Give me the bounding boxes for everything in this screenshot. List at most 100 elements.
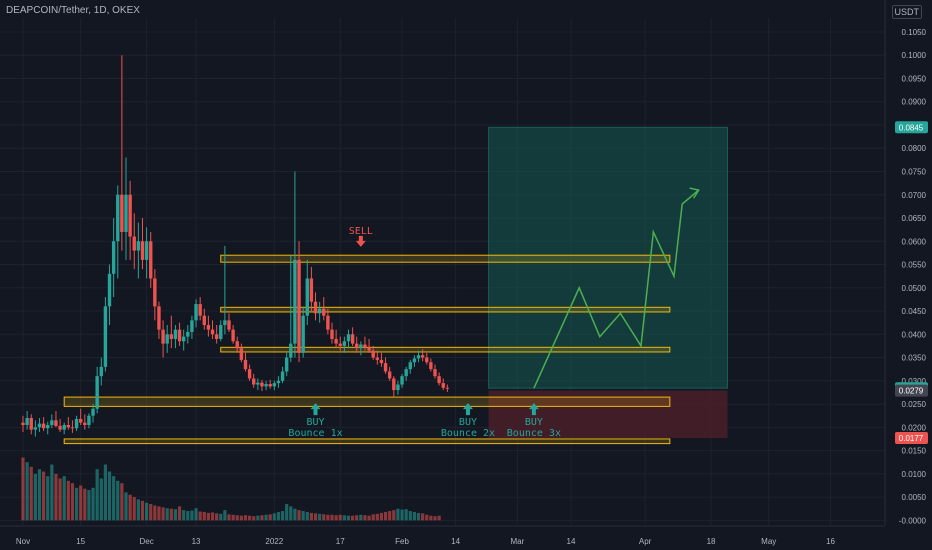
- y-tick-label: 0.0900: [902, 98, 927, 107]
- volume-bar: [297, 510, 301, 521]
- candle-body: [433, 369, 437, 377]
- candle-body: [305, 278, 309, 316]
- volume-bar: [392, 510, 396, 521]
- x-tick-label: May: [761, 537, 776, 546]
- candle-body: [198, 304, 202, 316]
- y-tick-label: 0.0100: [902, 470, 927, 479]
- candle-body: [359, 344, 363, 349]
- candle-body: [136, 241, 141, 251]
- volume-bar: [437, 515, 441, 521]
- candle-body: [95, 376, 99, 409]
- candle-body: [272, 383, 277, 387]
- volume-bar: [173, 509, 178, 521]
- candle-body: [219, 324, 223, 339]
- candle-body: [91, 408, 95, 416]
- candle-body: [425, 357, 429, 363]
- volume-bar: [396, 508, 400, 521]
- y-tick-label: 0.1050: [902, 28, 927, 37]
- buy-label: BUY: [306, 417, 324, 428]
- volume-bar: [42, 471, 46, 521]
- volume-bar: [260, 515, 264, 521]
- candle-body: [21, 422, 25, 425]
- x-tick-label: Mar: [511, 537, 525, 546]
- candle-body: [103, 306, 108, 367]
- volume-bar: [54, 473, 58, 521]
- candle-body: [194, 304, 198, 321]
- volume-bar: [132, 497, 136, 521]
- volume-bar: [367, 515, 371, 521]
- candle-body: [334, 338, 338, 344]
- candle-body: [169, 334, 174, 339]
- candle-body: [107, 273, 112, 307]
- candle-body: [256, 382, 260, 385]
- volume-bar: [157, 506, 161, 521]
- candle-body: [322, 308, 326, 316]
- candle-body: [202, 315, 206, 325]
- x-tick-label: 13: [192, 537, 201, 546]
- volume-bar: [293, 508, 297, 521]
- candle-body: [268, 384, 272, 387]
- y-tick-label: 0.0800: [902, 144, 927, 153]
- volume-bar: [404, 509, 408, 521]
- volume-bar: [194, 508, 198, 521]
- volume-bar: [46, 476, 50, 521]
- price-tag-label: 0.0845: [899, 123, 924, 132]
- candle-body: [111, 241, 116, 274]
- volume-bar: [128, 494, 132, 521]
- volume-bar: [301, 511, 305, 521]
- volume-bar: [231, 514, 235, 521]
- time-axis: [0, 525, 932, 550]
- x-tick-label: 18: [707, 537, 716, 546]
- candle-body: [404, 369, 408, 377]
- candle-body: [392, 378, 396, 391]
- volume-bar: [145, 502, 149, 521]
- volume-bar: [252, 516, 256, 521]
- candle-body: [46, 424, 50, 429]
- volume-bar: [338, 514, 342, 521]
- candle-body: [149, 241, 153, 279]
- volume-bar: [91, 487, 95, 521]
- candle-body: [284, 357, 289, 372]
- candle-body: [37, 423, 42, 428]
- candle-body: [214, 334, 219, 339]
- volume-bar: [112, 476, 116, 521]
- y-tick-label: 0.0500: [902, 284, 927, 293]
- volume-bar: [206, 512, 210, 521]
- projection-arrow-head: [689, 187, 700, 199]
- y-tick-label: 0.0400: [902, 330, 927, 339]
- x-tick-label: 14: [567, 537, 576, 546]
- candle-body: [29, 418, 33, 430]
- volume-bar: [116, 480, 120, 521]
- volume-bar: [235, 515, 239, 521]
- x-tick-label: 15: [76, 537, 85, 546]
- candle-body: [367, 347, 371, 351]
- candle-body: [50, 420, 54, 425]
- candle-body: [74, 418, 79, 429]
- candle-body: [313, 301, 318, 314]
- candle-body: [62, 424, 66, 430]
- volume-bar: [326, 514, 330, 521]
- volume-bar: [363, 515, 367, 521]
- candle-body: [132, 236, 136, 251]
- candle-body: [116, 194, 120, 242]
- candle-body: [99, 366, 103, 377]
- volume-bar: [227, 514, 231, 521]
- candle-body: [412, 358, 417, 363]
- buy-label: BUY: [525, 417, 543, 428]
- volume-bar: [177, 506, 182, 521]
- volume-bar: [182, 510, 186, 521]
- volume-bar: [33, 473, 37, 521]
- candle-body: [387, 371, 392, 379]
- candle-body: [124, 194, 128, 232]
- candle-body: [383, 363, 388, 372]
- candle-body: [181, 336, 186, 342]
- price-tag-label: 0.0177: [899, 434, 924, 443]
- candle-body: [280, 371, 285, 381]
- candle-body: [87, 415, 91, 425]
- volume-bar: [29, 466, 33, 521]
- candle-body: [379, 359, 384, 364]
- candle-body: [66, 424, 71, 428]
- currency-badge[interactable]: USDT: [891, 5, 922, 19]
- volume-bar: [276, 511, 281, 521]
